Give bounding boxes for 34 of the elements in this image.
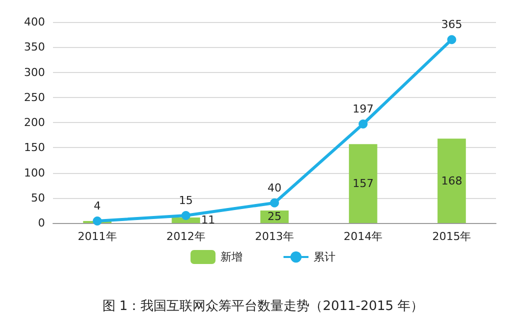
x-tick-label: 2015年 bbox=[432, 230, 472, 243]
point bbox=[447, 35, 456, 44]
legend-label: 新增 bbox=[220, 250, 242, 264]
legend-label: 累计 bbox=[314, 250, 336, 264]
data-label: 11 bbox=[201, 214, 216, 227]
data-label: 168 bbox=[441, 174, 462, 188]
bar bbox=[172, 217, 200, 223]
data-label: 25 bbox=[268, 210, 282, 224]
bar bbox=[348, 144, 378, 223]
data-label: 40 bbox=[268, 181, 282, 194]
bar bbox=[438, 138, 466, 223]
point bbox=[358, 120, 368, 129]
y-tick-label: 350 bbox=[24, 40, 45, 54]
data-label: 365 bbox=[441, 18, 462, 32]
data-label: 4 bbox=[94, 199, 101, 212]
data-label: 197 bbox=[352, 102, 374, 116]
y-tick-label: 400 bbox=[24, 16, 45, 28]
x-tick-label: 2014年 bbox=[344, 230, 383, 243]
y-tick-label: 250 bbox=[24, 90, 45, 104]
x-tick-label: 2011年 bbox=[78, 230, 117, 243]
y-tick-label: 300 bbox=[24, 66, 45, 79]
point bbox=[181, 210, 190, 220]
y-tick-label: 50 bbox=[31, 191, 45, 204]
y-tick-label: 200 bbox=[24, 116, 45, 129]
y-tick-label: 100 bbox=[24, 166, 45, 180]
y-tick-label: 150 bbox=[24, 141, 45, 154]
data-label: 15 bbox=[178, 194, 193, 207]
data-label: 157 bbox=[352, 177, 374, 190]
y-tick-label: 0 bbox=[38, 216, 45, 230]
x-tick-label: 2012年 bbox=[166, 230, 206, 243]
point bbox=[92, 216, 102, 226]
x-tick-label: 2013年 bbox=[255, 230, 294, 243]
point bbox=[270, 198, 279, 208]
caption: 图 1：我国互联网众筹平台数量走势（2011-2015 年） bbox=[102, 299, 424, 314]
